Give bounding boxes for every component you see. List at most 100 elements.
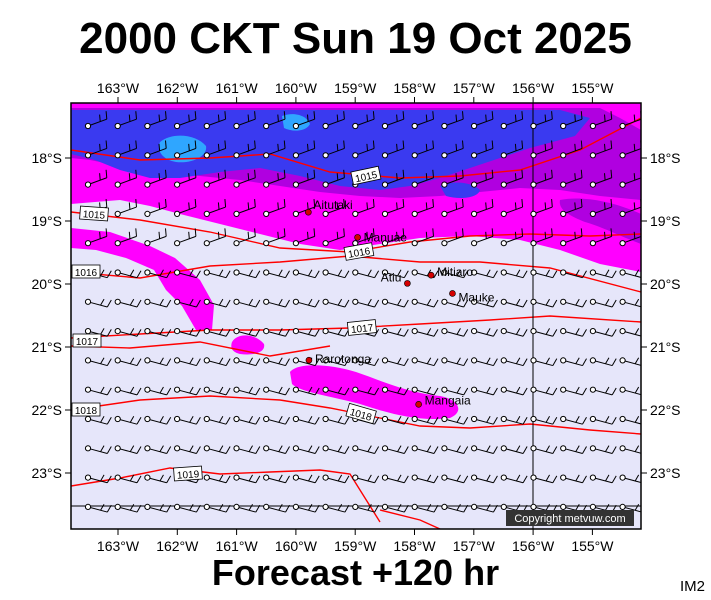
isobar-label: 1016 <box>71 264 101 279</box>
wind-barb <box>381 169 405 188</box>
wind-barb <box>589 357 617 367</box>
wind-barb <box>441 228 464 247</box>
wind-barb <box>650 299 676 307</box>
wind-barb <box>381 386 409 396</box>
isobar-line <box>71 395 641 435</box>
wind-barb <box>292 503 320 513</box>
isobar-label: 1017 <box>72 333 102 348</box>
wind-barb <box>471 474 498 484</box>
wind-barb <box>144 298 172 308</box>
wind-barb <box>263 474 290 484</box>
isobar-label: 1017 <box>346 319 377 336</box>
wind-barb <box>619 199 641 217</box>
wind-barb <box>263 328 290 337</box>
wind-barb <box>233 269 261 279</box>
wind-barb <box>84 474 112 484</box>
wind-barb <box>500 140 524 159</box>
lon-label-top: 159°W <box>334 80 377 96</box>
wind-barb <box>441 503 469 513</box>
svg-text:1015: 1015 <box>82 209 105 222</box>
lon-label-top: 162°W <box>156 80 199 96</box>
wind-barb <box>619 269 641 278</box>
wind-barb <box>322 169 345 188</box>
isobar-label: 1015 <box>79 205 109 222</box>
wind-barb <box>114 328 142 337</box>
wind-barb <box>203 298 231 308</box>
wind-barb <box>441 357 469 367</box>
wind-barb <box>381 140 405 159</box>
wind-barb <box>530 328 558 337</box>
lon-label-top: 160°W <box>275 80 318 96</box>
wind-barb <box>560 228 583 247</box>
lon-label-bottom: 156°W <box>512 538 555 554</box>
place-dot <box>427 271 435 279</box>
wind-barb <box>471 111 494 130</box>
wind-barb <box>589 298 617 308</box>
wind-barb <box>381 298 409 308</box>
wind-barb <box>352 357 380 367</box>
map-frame <box>70 102 642 530</box>
image-code: IM2 <box>679 578 705 595</box>
wind-barb <box>203 386 231 396</box>
wind-barb <box>84 386 112 396</box>
wind-barb <box>589 111 613 130</box>
wind-barb <box>174 169 197 188</box>
place-dot <box>404 280 411 287</box>
wind-barb <box>114 445 142 454</box>
svg-text:1017: 1017 <box>351 323 375 336</box>
wind-barb <box>84 140 108 159</box>
wind-barb <box>263 199 286 217</box>
wind-barb <box>114 415 142 425</box>
wind-barb <box>650 228 671 245</box>
wind-barb <box>500 415 528 425</box>
wind-barb <box>352 474 380 484</box>
wind-barb <box>411 298 439 308</box>
wind-barb <box>500 228 524 247</box>
lat-label-right: 20°S <box>650 276 681 292</box>
wind-barb <box>500 386 528 396</box>
wind-barb <box>530 298 558 308</box>
lon-label-top: 155°W <box>571 80 614 96</box>
wind-barb <box>530 357 558 367</box>
wind-barb <box>233 228 256 247</box>
place-label: Manuae <box>364 230 408 244</box>
place-mangaia: Mangaia <box>415 393 471 408</box>
wind-barb <box>619 445 641 454</box>
wind-barb <box>619 328 641 337</box>
wind-barb <box>174 445 201 454</box>
wind-barb <box>174 199 197 217</box>
place-mauke: Mauke <box>449 290 495 304</box>
wind-barb <box>174 415 201 425</box>
wind-barb <box>203 474 231 484</box>
wind-barb <box>441 415 469 425</box>
copyright-text: Copyright metvuw.com <box>514 513 625 525</box>
map-title: 2000 CKT Sun 19 Oct 2025 <box>79 14 632 63</box>
wind-barb <box>352 140 375 159</box>
wind-barb <box>530 199 553 217</box>
wind-barb <box>381 503 409 513</box>
wind-barb <box>619 415 641 425</box>
wind-barb <box>233 111 256 130</box>
lon-label-top: 157°W <box>453 80 496 96</box>
wind-barb <box>589 474 617 484</box>
wind-barb <box>203 503 231 513</box>
wind-barb <box>411 328 439 337</box>
wind-barb <box>530 228 553 247</box>
wind-barb <box>114 140 137 159</box>
wind-barb <box>263 228 286 247</box>
wind-barb <box>471 445 498 454</box>
wind-barb <box>650 446 676 454</box>
wind-barb <box>589 140 613 159</box>
wind-barb <box>144 199 167 217</box>
wind-barb <box>203 169 227 188</box>
wind-barb <box>560 269 587 279</box>
wind-barb <box>650 170 671 187</box>
wind-barb <box>292 228 316 247</box>
wind-barb <box>441 386 469 396</box>
wind-barb <box>322 140 345 159</box>
wind-barb <box>203 228 227 247</box>
wind-barb <box>381 328 409 337</box>
rain-band-tail <box>71 228 214 330</box>
wind-barb <box>174 386 201 396</box>
wind-barb <box>114 111 137 130</box>
